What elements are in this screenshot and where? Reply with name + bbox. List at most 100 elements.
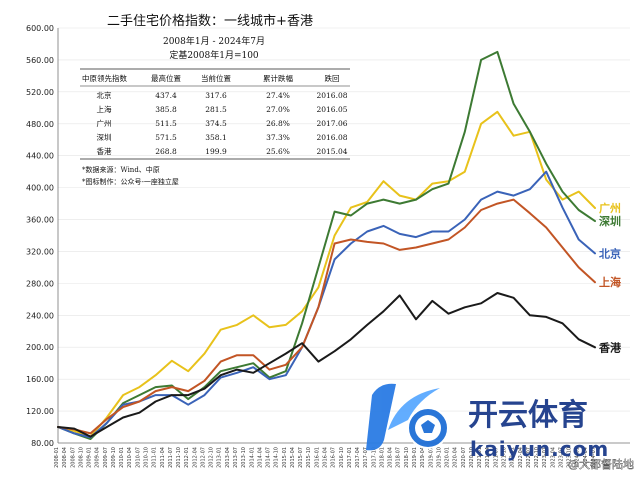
x-tick-label: 2024-01 [575, 447, 581, 468]
table-cell-drop: 37.3% [266, 133, 290, 142]
x-tick-label: 2022-04 [518, 447, 524, 468]
x-tick-label: 2008-10 [78, 447, 84, 468]
y-tick-label: 480.00 [26, 120, 54, 129]
table-row: 香港 268.8 199.9 25.6% 2015.04 [97, 146, 348, 156]
y-tick-label: 280.00 [26, 279, 54, 288]
table-cell-peak: 385.8 [155, 105, 177, 114]
watermark: 开云体育 kaiyun.com @大都督陆地 [366, 383, 634, 471]
x-tick-label: 2015-07 [298, 447, 304, 468]
y-tick-label: 320.00 [26, 247, 54, 256]
x-tick-label: 2009-04 [95, 447, 101, 468]
data-source-note: *数据来源：Wind、中原 [82, 165, 160, 174]
series-line [57, 292, 596, 438]
y-tick-label: 560.00 [26, 56, 54, 65]
x-tick-label: 2024-07 [591, 447, 597, 468]
x-tick-label: 2009-10 [111, 447, 117, 468]
x-tick-label: 2018-04 [388, 447, 394, 468]
table-cell-current: 317.6 [205, 91, 227, 100]
x-tick-label: 2019-04 [420, 447, 426, 468]
x-tick-label: 2008-07 [70, 447, 76, 468]
table-cell-peak: 268.8 [155, 147, 177, 156]
y-tick-label: 160.00 [26, 375, 54, 384]
x-tick-label: 2016-04 [323, 447, 329, 468]
table-row: 上海 385.8 281.5 27.0% 2016.05 [97, 104, 348, 114]
x-tick-label: 2014-01 [249, 447, 255, 468]
x-tick-label: 2015-04 [290, 447, 296, 468]
x-tick-label: 2018-01 [379, 447, 385, 468]
x-tick-label: 2009-01 [87, 447, 93, 468]
y-tick-label: 440.00 [26, 152, 54, 161]
y-axis: 80.00 120.00 160.00 200.00 240.00 280.00 320.0… [26, 24, 54, 448]
series-line [57, 110, 596, 438]
table-cell-city: 香港 [97, 146, 112, 156]
table-cell-city: 北京 [97, 90, 112, 100]
x-tick-label: 2018-07 [396, 447, 402, 468]
table-cell-drop: 25.6% [266, 147, 290, 156]
x-tick-label: 2011-07 [168, 447, 174, 468]
x-tick-label: 2021-04 [485, 447, 491, 468]
y-tick-label: 520.00 [26, 88, 54, 97]
x-tick-label: 2013-07 [233, 447, 239, 468]
watermark-url: kaiyun.com [470, 437, 609, 461]
author-note: *图标制作：公众号-一座独立屋 [82, 177, 179, 186]
y-tick-label: 240.00 [26, 311, 54, 320]
table-cell-backto: 2015.04 [316, 147, 347, 156]
x-tick-label: 2022-10 [534, 447, 540, 468]
x-tick-label: 2011-10 [176, 447, 182, 468]
table-cell-city: 上海 [97, 104, 112, 114]
series-end-label: 香港 [598, 340, 622, 354]
table-row: 深圳 571.5 358.1 37.3% 2016.08 [97, 132, 348, 142]
table-cell-backto: 2016.08 [316, 91, 347, 100]
series-end-label: 广州 [599, 201, 621, 215]
x-tick-label: 2008-04 [62, 447, 68, 468]
series-line [57, 170, 596, 439]
y-tick-label: 200.00 [26, 343, 54, 352]
x-tick-label: 2012-04 [192, 447, 198, 468]
x-tick-label: 2022-01 [510, 447, 516, 468]
x-tick-label: 2011-01 [152, 447, 158, 468]
series-line [57, 198, 596, 435]
grid [58, 27, 630, 444]
x-tick-label: 2023-04 [550, 447, 556, 468]
watermark-brand: 开云体育 [468, 398, 588, 433]
table-row: 北京 437.4 317.6 27.4% 2016.08 [97, 90, 348, 100]
x-tick-label: 2017-01 [347, 447, 353, 468]
table-cell-drop: 27.0% [266, 105, 290, 114]
series-end-label: 上海 [599, 275, 621, 289]
table-cell-current: 199.9 [205, 147, 227, 156]
x-tick-label: 2012-01 [184, 447, 190, 468]
chart-subtitle-base: 定基2008年1月=100 [169, 49, 259, 61]
series-end-label: 北京 [599, 246, 621, 260]
x-tick-label: 2016-01 [314, 447, 320, 468]
x-tick-label: 2019-01 [412, 447, 418, 468]
x-tick-label: 2013-01 [217, 447, 223, 468]
x-tick-label: 2024-04 [583, 447, 589, 468]
x-tick-label: 2020-01 [445, 447, 451, 468]
table-cell-current: 281.5 [205, 105, 227, 114]
table-cell-peak: 437.4 [155, 91, 177, 100]
table-header-peak: 最高位置 [151, 73, 181, 83]
x-tick-label: 2017-07 [363, 447, 369, 468]
series-lines [57, 50, 596, 440]
x-tick-label: 2010-01 [119, 447, 125, 468]
x-tick-label: 2015-10 [306, 447, 312, 468]
x-tick-label: 2009-07 [103, 447, 109, 468]
x-tick-label: 2020-07 [461, 447, 467, 468]
x-tick-label: 2019-07 [428, 447, 434, 468]
watermark-corner-text: @大都督陆地 [568, 457, 634, 471]
x-tick-label: 2022-07 [526, 447, 532, 468]
table-cell-backto: 2016.08 [316, 133, 347, 142]
table-cell-peak: 511.5 [155, 119, 177, 128]
table-cell-backto: 2017.06 [316, 119, 347, 128]
table-cell-city: 广州 [97, 118, 112, 128]
x-tick-label: 2016-07 [331, 447, 337, 468]
x-tick-label: 2021-07 [493, 447, 499, 468]
table-cell-backto: 2016.05 [316, 105, 347, 114]
table-cell-current: 358.1 [205, 133, 226, 142]
x-tick-label: 2012-07 [200, 447, 206, 468]
table-cell-drop: 26.8% [266, 119, 290, 128]
x-tick-label: 2021-01 [477, 447, 483, 468]
x-tick-label: 2019-10 [436, 447, 442, 468]
